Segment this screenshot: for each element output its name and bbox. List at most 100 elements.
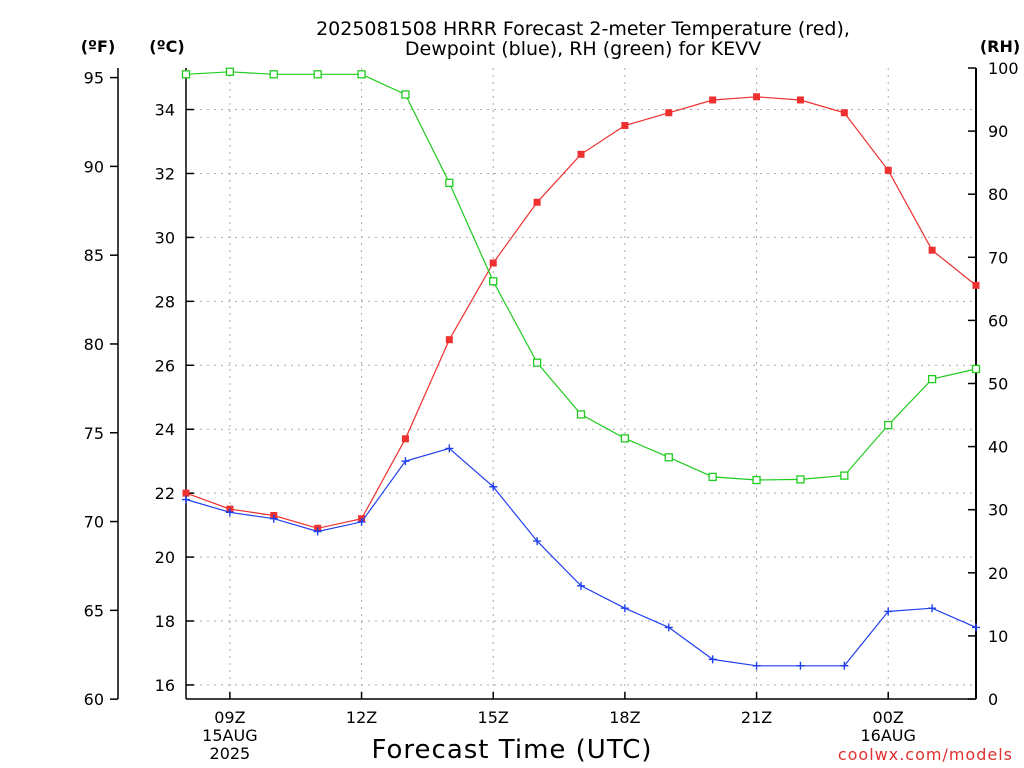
rh-tick-label: 10	[988, 627, 1008, 646]
fahrenheit-tick-label: 85	[84, 246, 104, 265]
temperature-point	[445, 336, 453, 344]
rh-point	[752, 475, 761, 485]
celsius-tick-label: 20	[155, 548, 175, 567]
chart-title-line-1: 2025081508 HRRR Forecast 2-meter Tempera…	[316, 18, 850, 40]
rh-tick-label: 50	[988, 375, 1008, 394]
x-tick-label: 2025	[210, 744, 251, 763]
rh-point	[489, 277, 498, 286]
dewpoint-point	[489, 482, 498, 491]
rh-point	[664, 453, 673, 462]
x-tick-label: 09Z	[214, 708, 245, 727]
chart-axes: 60 65 70 75 80 85 90 95 16 18 20 22 24 26 28 30 32 34 0 10 2…	[84, 59, 1019, 709]
dewpoint-point	[840, 661, 849, 670]
temperature-point	[665, 109, 673, 117]
x-tick-label: 18Z	[609, 708, 640, 727]
dewpoint-point	[182, 495, 190, 504]
dewpoint-point	[445, 444, 454, 453]
temperature-point	[621, 122, 629, 130]
dewpoint-point	[884, 607, 893, 616]
fahrenheit-tick-label: 95	[84, 69, 104, 88]
temperature-point	[533, 198, 541, 206]
rh-tick-label: 80	[988, 185, 1008, 204]
temperature-point	[709, 96, 717, 104]
rh-point	[445, 178, 454, 187]
celsius-tick-label: 32	[155, 164, 175, 183]
rh-line	[185, 71, 977, 481]
rh-unit-label: (RH)	[980, 37, 1020, 56]
rh-point	[796, 475, 805, 484]
dewpoint-point	[972, 623, 980, 632]
rh-tick-label: 100	[988, 59, 1019, 78]
x-tick-label: 12Z	[346, 708, 377, 727]
fahrenheit-tick-label: 90	[84, 157, 104, 176]
rh-point	[840, 471, 849, 480]
celsius-tick-label: 28	[155, 292, 175, 311]
rh-point	[313, 70, 322, 79]
fahrenheit-tick-label: 80	[84, 335, 104, 354]
temperature-point	[972, 281, 980, 289]
rh-point	[269, 70, 278, 79]
rh-point	[532, 358, 542, 367]
dewpoint-line	[185, 447, 977, 667]
dewpoint-point	[533, 537, 542, 546]
rh-point	[181, 70, 191, 79]
dewpoint-point	[225, 508, 234, 517]
x-tick-label: 15Z	[478, 708, 509, 727]
temperature-point	[577, 150, 585, 158]
temperature-point	[928, 246, 936, 254]
fahrenheit-tick-label: 60	[84, 690, 104, 709]
rh-point	[971, 364, 981, 374]
fahrenheit-unit-label: (ºF)	[81, 37, 116, 56]
rh-point	[576, 410, 586, 419]
temperature-point	[884, 166, 892, 174]
x-tick-label: 15AUG	[202, 726, 257, 745]
grid-lines	[186, 68, 976, 699]
rh-point	[357, 70, 366, 79]
dewpoint-point	[796, 661, 805, 670]
chart-title-line-2: Dewpoint (blue), RH (green) for KEVV	[405, 38, 761, 60]
dewpoint-point	[620, 604, 629, 613]
temperature-point	[753, 93, 761, 101]
rh-point	[884, 420, 893, 430]
x-axis-label: Forecast Time (UTC)	[371, 735, 652, 765]
temperature-point	[796, 96, 804, 104]
rh-tick-label: 70	[988, 248, 1008, 267]
celsius-tick-label: 18	[155, 612, 175, 631]
fahrenheit-tick-label: 65	[84, 601, 104, 620]
x-tick-label: 00Z	[873, 708, 904, 727]
fahrenheit-tick-label: 70	[84, 513, 104, 532]
temperature-point	[182, 489, 190, 497]
rh-tick-label: 0	[988, 690, 998, 709]
temperature-point	[840, 109, 848, 117]
credit-label: coolwx.com/models	[838, 745, 1013, 764]
celsius-tick-label: 16	[155, 676, 175, 695]
rh-point	[927, 374, 937, 384]
rh-point	[708, 472, 717, 482]
celsius-tick-label: 30	[155, 228, 175, 247]
x-tick-label: 21Z	[741, 708, 772, 727]
rh-point	[620, 434, 630, 443]
dewpoint-point	[577, 581, 585, 590]
rh-point	[401, 90, 410, 99]
dewpoint-point	[928, 604, 937, 613]
dewpoint-point	[752, 661, 761, 670]
rh-point	[225, 67, 235, 76]
dewpoint-point	[357, 517, 366, 526]
dewpoint-point	[269, 514, 278, 523]
temperature-point	[401, 435, 409, 443]
chart-series	[181, 67, 981, 670]
x-tick-label: 16AUG	[861, 726, 916, 745]
celsius-tick-label: 26	[155, 356, 175, 375]
celsius-tick-label: 22	[155, 484, 175, 503]
dewpoint-point	[401, 457, 410, 466]
rh-tick-label: 90	[988, 122, 1008, 141]
dewpoint-point	[708, 655, 717, 664]
temperature-line	[185, 96, 977, 529]
rh-tick-label: 40	[988, 438, 1008, 457]
celsius-unit-label: (ºC)	[149, 37, 184, 56]
rh-tick-label: 20	[988, 564, 1008, 583]
rh-tick-label: 60	[988, 311, 1008, 330]
celsius-tick-label: 24	[155, 420, 175, 439]
